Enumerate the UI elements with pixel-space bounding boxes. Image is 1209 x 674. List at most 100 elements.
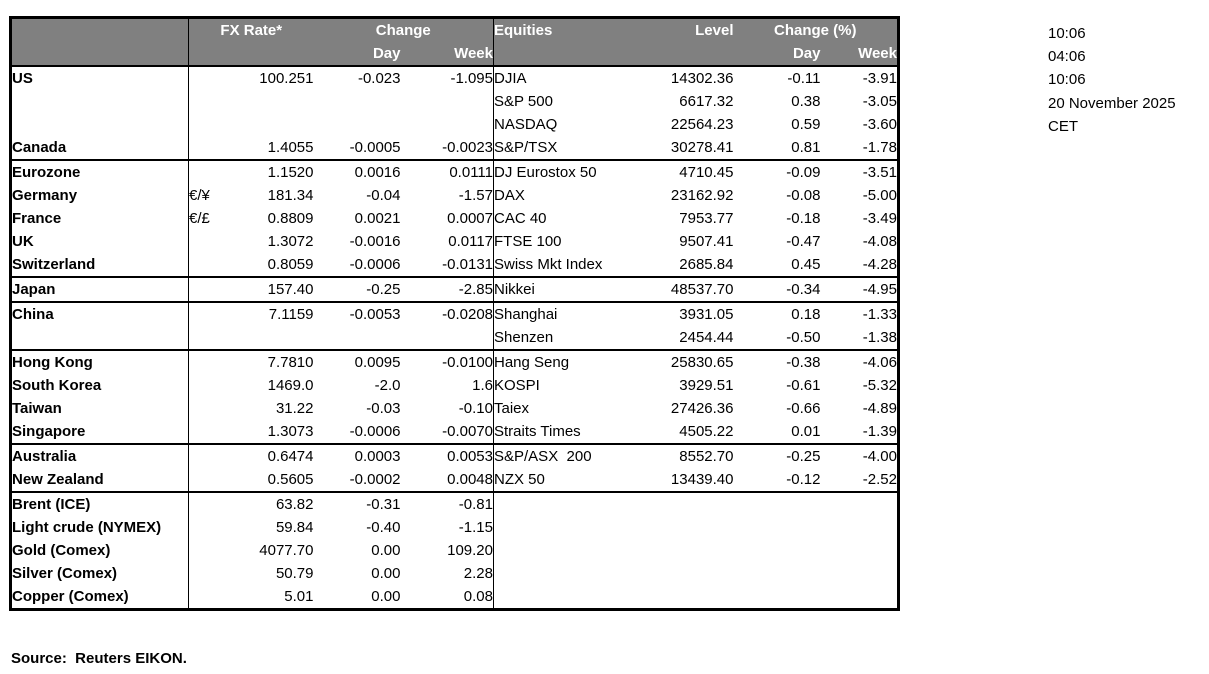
equity-name: DAX: [494, 187, 525, 204]
table-row: Brent (ICE) 63.82 -0.31 -0.81: [10, 491, 899, 516]
equity-change-week-value: -3.05: [862, 93, 897, 110]
equity-change-day-value: -0.08: [786, 187, 821, 204]
equity-change-day-value: -0.09: [733, 159, 821, 184]
table-row: S&P 500 6617.32 0.38 -3.05: [10, 90, 899, 113]
currency-pair-label: [188, 159, 229, 184]
equity-change-week-value: -1.33: [820, 301, 899, 326]
fx-change-week-value: 109.20: [400, 539, 494, 562]
equity-name: DJIA: [494, 70, 527, 87]
fx-change-day-value: [314, 90, 401, 113]
equity-change-day-value: -0.12: [786, 471, 821, 488]
header-row-1: FX Rate* Change Equities Level Change (%…: [10, 17, 899, 42]
region-label: Australia: [10, 443, 189, 468]
table-row: Hong Kong 7.7810 0.0095 -0.0100 Hang Seng 258…: [10, 349, 899, 374]
fx-rate-value: 59.84: [275, 519, 314, 536]
equity-name: Swiss Mkt Index: [494, 256, 603, 273]
equity-change-pct-header: Change (%): [733, 17, 899, 42]
currency-pair-label: [189, 113, 229, 136]
fx-change-week-value: -1.15: [400, 516, 494, 539]
fx-change-day-value: [314, 113, 401, 136]
table-row: Light crude (NYMEX) 59.84 -0.40 -1.15: [10, 516, 899, 539]
equity-change-day-value: [733, 491, 821, 516]
fx-change-day-value: 0.00: [371, 542, 401, 559]
equity-level-value: 4505.22: [679, 423, 734, 440]
fx-rate-value: 1.3073: [267, 423, 314, 440]
equity-level-value: 23162.92: [670, 187, 734, 204]
table-row: Germany €/¥ 181.34 -0.04 -1.57 DAX 23162.92 -0.…: [10, 184, 899, 207]
header-empty-cell: [493, 42, 647, 67]
table-row: Taiwan 31.22 -0.03 -0.10 Taiex 27426.36 -0.66 -…: [10, 397, 899, 420]
fx-change-week-value: -0.0023: [400, 136, 494, 160]
region-label: Taiwan: [10, 397, 189, 420]
fx-rate-value: 4077.70: [259, 542, 314, 559]
equity-name: Shanghai: [493, 301, 647, 326]
equity-level-value: 2685.84: [679, 256, 734, 273]
equity-level-value: [647, 516, 734, 539]
equity-change-week-value: [820, 491, 899, 516]
table-row: Australia 0.6474 0.0003 0.0053 S&P/ASX 200 85…: [10, 443, 899, 468]
fx-rate-value: 0.6474: [228, 443, 314, 468]
equity-change-day-value: 0.18: [733, 301, 821, 326]
currency-pair-label: [189, 420, 229, 444]
equity-change-week-value: -3.60: [862, 116, 897, 133]
fx-rate-value: 1.3072: [267, 233, 314, 250]
table-row: Singapore 1.3073 -0.0006 -0.0070 Straits Tim…: [10, 420, 899, 444]
header-corner-cell: [10, 17, 189, 42]
equity-change-day-value: 0.45: [791, 256, 821, 273]
fx-rate-value: 63.82: [228, 491, 314, 516]
equity-change-week-value: -3.51: [820, 159, 899, 184]
equity-level-value: 2454.44: [679, 329, 734, 346]
equities-header: Equities: [493, 17, 647, 42]
fx-equities-table: FX Rate* Change Equities Level Change (%…: [9, 16, 900, 611]
fx-change-day-value: [314, 326, 401, 350]
equity-change-week-value: -4.08: [862, 233, 897, 250]
equity-change-day-value: -0.25: [733, 443, 821, 468]
currency-pair-label: €/£: [189, 210, 210, 227]
equity-change-week-value: [821, 539, 899, 562]
equity-name: Shenzen: [494, 329, 554, 346]
equity-change-day-value: -0.34: [733, 276, 821, 302]
fx-change-week-value: -0.0131: [400, 253, 494, 277]
fx-rate-value: 31.22: [275, 400, 314, 417]
equity-name: FTSE 100: [494, 233, 562, 250]
fx-change-day-value: -0.0006: [349, 423, 401, 440]
currency-pair-label: [189, 66, 229, 90]
fx-change-day-value: -0.023: [357, 70, 401, 87]
fx-rate-value: 7.7810: [228, 349, 314, 374]
table-row: Japan 157.40 -0.25 -2.85 Nikkei 48537.70 -0.34…: [10, 276, 899, 302]
equity-change-week-value: -1.39: [862, 423, 897, 440]
equity-name: S&P/ASX 200: [493, 443, 647, 468]
equity-change-day-value: -0.50: [786, 329, 821, 346]
equity-change-day-value: -0.61: [786, 377, 821, 394]
region-label: Singapore: [10, 420, 189, 444]
equity-name: Nikkei: [493, 276, 647, 302]
equity-level-value: 30278.41: [670, 139, 734, 156]
currency-pair-label: [189, 468, 229, 492]
header-empty-cell: [188, 42, 314, 67]
equity-name: [493, 491, 647, 516]
equity-change-day-value: -0.11: [787, 70, 821, 87]
currency-pair-label: [189, 539, 229, 562]
table-row: Canada 1.4055 -0.0005 -0.0023 S&P/TSX 30278.4…: [10, 136, 899, 160]
equity-level-value: 25830.65: [646, 349, 734, 374]
fx-rate-value: [229, 326, 314, 350]
equity-change-day-value: 0.81: [791, 139, 821, 156]
equity-level-value: 9507.41: [679, 233, 734, 250]
region-label: Hong Kong: [10, 349, 189, 374]
currency-pair-label: [189, 90, 229, 113]
equity-name: Straits Times: [494, 423, 581, 440]
timestamp-line: 04:06: [1048, 48, 1086, 66]
fx-change-day-value: -0.40: [366, 519, 401, 536]
equity-change-week-value: -5.32: [862, 377, 897, 394]
table-row: France €/£ 0.8809 0.0021 0.0007 CAC 40 7953.77…: [10, 207, 899, 230]
currency-pair-label: [189, 562, 229, 585]
equity-name: S&P 500: [494, 93, 553, 110]
table-row: Silver (Comex) 50.79 0.00 2.28: [10, 562, 899, 585]
fx-change-week-value: -0.0100: [400, 349, 494, 374]
equity-level-value: 14302.36: [670, 70, 734, 87]
fx-change-week-value: -0.0208: [400, 301, 494, 326]
region-label: Copper (Comex): [10, 585, 189, 610]
equity-change-day-value: -0.38: [733, 349, 821, 374]
region-label: Brent (ICE): [10, 491, 189, 516]
equity-week-header: Week: [820, 42, 899, 67]
